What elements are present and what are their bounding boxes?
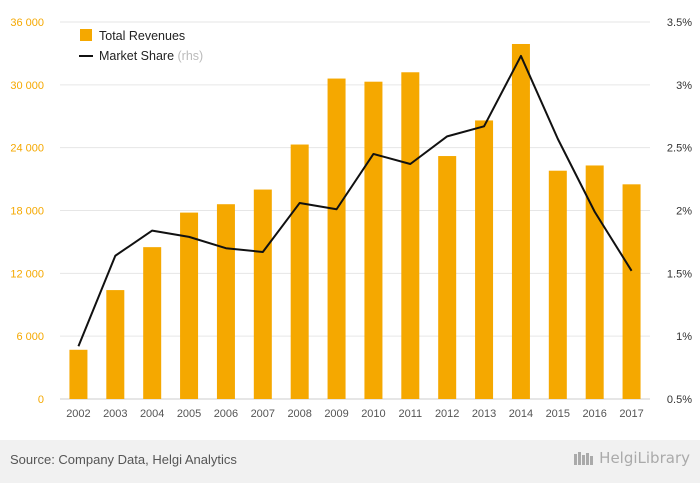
x-tick-label: 2017 <box>619 408 643 420</box>
x-tick-label: 2009 <box>324 408 348 420</box>
x-tick-label: 2005 <box>177 408 201 420</box>
legend: Total Revenues Market Share (rhs) <box>79 29 203 63</box>
bar-series <box>69 43 641 400</box>
y-left-tick-label: 24 000 <box>10 143 44 155</box>
bar <box>216 204 235 399</box>
bar <box>69 349 88 399</box>
y-axis-right: 0.5% 1% 1.5% 2% 2.5% 3% 3.5% <box>667 17 692 406</box>
source-note: Source: Company Data, Helgi Analytics <box>10 452 237 467</box>
y-right-tick-label: 3% <box>676 80 692 92</box>
y-right-tick-label: 3.5% <box>667 17 692 29</box>
bar <box>438 156 457 399</box>
bar <box>290 144 309 399</box>
bar <box>143 247 162 399</box>
bar <box>475 120 494 399</box>
bar <box>180 212 199 399</box>
brand-logo[interactable]: HelgiLibrary <box>573 449 690 467</box>
y-axis-left: 0 6 000 12 000 18 000 24 000 30 000 36 000 <box>10 17 44 406</box>
bar <box>622 184 641 399</box>
bar <box>106 290 125 399</box>
x-tick-label: 2016 <box>582 408 606 420</box>
y-left-tick-label: 18 000 <box>10 206 44 218</box>
y-right-tick-label: 1.5% <box>667 268 692 280</box>
y-left-tick-label: 30 000 <box>10 80 44 92</box>
bar <box>401 72 420 400</box>
revenue-market-share-chart: 0 6 000 12 000 18 000 24 000 30 000 36 000 0.5%… <box>10 17 692 420</box>
x-axis: 2002 2003 2004 2005 2006 2007 2008 2009 2010 2011… <box>66 408 644 420</box>
y-left-tick-label: 6 000 <box>16 331 44 343</box>
y-left-tick-label: 0 <box>38 394 44 406</box>
legend-label-revenues: Total Revenues <box>99 29 185 43</box>
y-left-tick-label: 12 000 <box>10 268 44 280</box>
x-tick-label: 2012 <box>435 408 459 420</box>
library-icon <box>574 452 594 465</box>
bar <box>511 43 530 399</box>
x-tick-label: 2007 <box>251 408 275 420</box>
y-right-tick-label: 1% <box>676 331 692 343</box>
x-tick-label: 2013 <box>472 408 496 420</box>
x-tick-label: 2014 <box>509 408 533 420</box>
x-tick-label: 2003 <box>103 408 127 420</box>
legend-swatch-revenues <box>80 29 92 41</box>
x-tick-label: 2015 <box>546 408 570 420</box>
x-tick-label: 2006 <box>214 408 238 420</box>
y-right-tick-label: 0.5% <box>667 394 692 406</box>
legend-rhs-note: (rhs) <box>178 49 204 63</box>
bar <box>364 81 383 400</box>
bar <box>253 189 272 399</box>
x-tick-label: 2011 <box>398 408 422 420</box>
x-tick-label: 2002 <box>66 408 90 420</box>
y-right-tick-label: 2% <box>676 206 692 218</box>
x-tick-label: 2010 <box>361 408 385 420</box>
y-left-tick-label: 36 000 <box>10 17 44 29</box>
bar <box>548 170 567 399</box>
y-right-tick-label: 2.5% <box>667 143 692 155</box>
x-tick-label: 2008 <box>287 408 311 420</box>
bar <box>327 78 346 400</box>
x-tick-label: 2004 <box>140 408 164 420</box>
legend-label-market-share: Market Share (rhs) <box>99 49 203 63</box>
bar <box>585 165 604 399</box>
market-share-line <box>77 54 633 347</box>
brand-name: HelgiLibrary <box>599 449 690 467</box>
